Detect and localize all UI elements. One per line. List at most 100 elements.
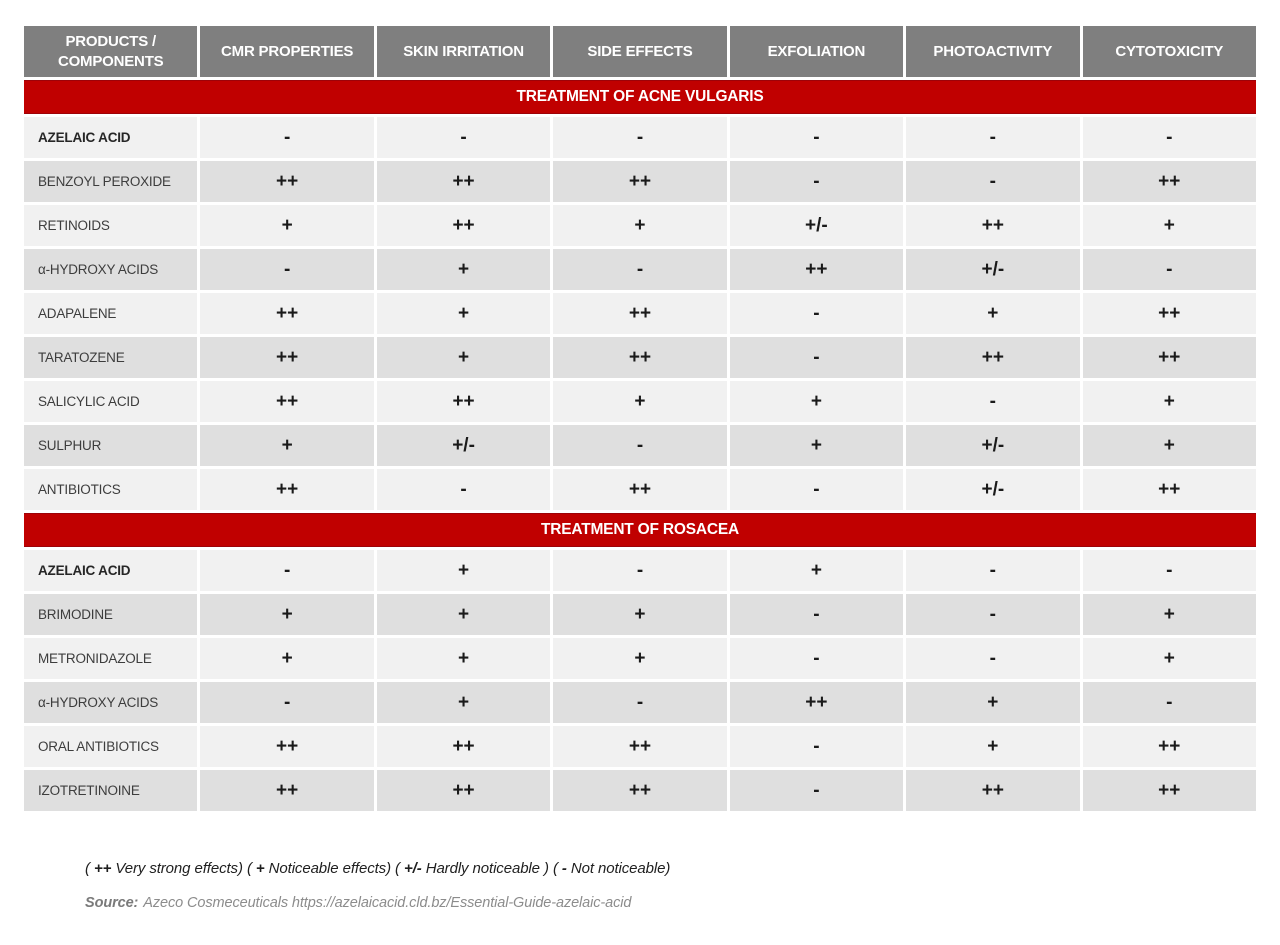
value-cell: ++ xyxy=(1082,770,1256,811)
table-row: α-HYDROXY ACIDS - + - ++ +/- - xyxy=(24,249,1256,290)
value-cell: - xyxy=(200,682,374,723)
value-cell: - xyxy=(906,550,1080,591)
value-cell: + xyxy=(729,550,904,591)
value-cell: ++ xyxy=(553,726,727,767)
value-cell: - xyxy=(729,594,904,635)
value-cell: - xyxy=(729,726,904,767)
value-cell: + xyxy=(906,293,1080,334)
product-cell: AZELAIC ACID xyxy=(24,117,198,158)
value-cell: ++ xyxy=(376,770,551,811)
product-cell: TARATOZENE xyxy=(24,337,198,378)
value-cell: + xyxy=(376,594,551,635)
value-cell: + xyxy=(376,249,551,290)
value-cell: - xyxy=(906,381,1080,422)
legend-item: ( +/- Hardly noticeable ) xyxy=(395,860,553,877)
product-cell: BENZOYL PEROXIDE xyxy=(24,161,198,202)
value-cell: ++ xyxy=(906,205,1080,246)
value-cell: ++ xyxy=(200,161,374,202)
value-cell: + xyxy=(1082,381,1256,422)
column-header: EXFOLIATION xyxy=(729,26,904,77)
value-cell: ++ xyxy=(906,770,1080,811)
value-cell: - xyxy=(906,161,1080,202)
value-cell: ++ xyxy=(553,337,727,378)
value-cell: + xyxy=(553,381,727,422)
column-header: PHOTOACTIVITY xyxy=(906,26,1080,77)
product-cell: IZOTRETINOINE xyxy=(24,770,198,811)
value-cell: + xyxy=(200,594,374,635)
product-cell: ORAL ANTIBIOTICS xyxy=(24,726,198,767)
value-cell: + xyxy=(376,682,551,723)
value-cell: - xyxy=(729,293,904,334)
value-cell: +/- xyxy=(376,425,551,466)
header-row: PRODUCTS / COMPONENTS CMR PROPERTIES SKIN … xyxy=(24,26,1256,77)
value-cell: +/- xyxy=(906,425,1080,466)
value-cell: ++ xyxy=(1082,337,1256,378)
value-cell: ++ xyxy=(200,381,374,422)
table-row: SULPHUR + +/- - + +/- + xyxy=(24,425,1256,466)
value-cell: + xyxy=(376,638,551,679)
table-row: ORAL ANTIBIOTICS ++ ++ ++ - + ++ xyxy=(24,726,1256,767)
product-cell: RETINOIDS xyxy=(24,205,198,246)
table-row: AZELAIC ACID - - - - - - xyxy=(24,117,1256,158)
value-cell: ++ xyxy=(729,249,904,290)
value-cell: + xyxy=(729,425,904,466)
value-cell: ++ xyxy=(729,682,904,723)
section-title-band: TREATMENT OF ROSACEA xyxy=(24,513,1256,547)
value-cell: - xyxy=(729,337,904,378)
value-cell: + xyxy=(553,594,727,635)
value-cell: ++ xyxy=(553,469,727,510)
product-cell: METRONIDAZOLE xyxy=(24,638,198,679)
column-header: CYTOTOXICITY xyxy=(1082,26,1256,77)
column-header: CMR PROPERTIES xyxy=(200,26,374,77)
product-cell: α-HYDROXY ACIDS xyxy=(24,249,198,290)
value-cell: - xyxy=(200,249,374,290)
column-header: SIDE EFFECTS xyxy=(553,26,727,77)
value-cell: + xyxy=(200,425,374,466)
value-cell: - xyxy=(1082,682,1256,723)
value-cell: + xyxy=(553,205,727,246)
legend-symbol: ++ xyxy=(93,860,112,877)
value-cell: ++ xyxy=(376,205,551,246)
source-line: Source: Azeco Cosmeceuticals https://azel… xyxy=(85,895,1259,911)
value-cell: + xyxy=(376,337,551,378)
table-row: TARATOZENE ++ + ++ - ++ ++ xyxy=(24,337,1256,378)
value-cell: + xyxy=(200,205,374,246)
value-cell: + xyxy=(1082,638,1256,679)
value-cell: + xyxy=(553,638,727,679)
value-cell: - xyxy=(376,117,551,158)
value-cell: - xyxy=(729,469,904,510)
value-cell: ++ xyxy=(200,726,374,767)
value-cell: - xyxy=(729,770,904,811)
section-title-band: TREATMENT OF ACNE VULGARIS xyxy=(24,80,1256,114)
value-cell: - xyxy=(553,425,727,466)
value-cell: - xyxy=(729,117,904,158)
value-cell: - xyxy=(1082,550,1256,591)
product-cell: ANTIBIOTICS xyxy=(24,469,198,510)
source-label: Source: xyxy=(85,895,139,911)
value-cell: + xyxy=(376,550,551,591)
table-body: TREATMENT OF ACNE VULGARIS AZELAIC ACID - -… xyxy=(24,80,1256,811)
table-row: ANTIBIOTICS ++ - ++ - +/- ++ xyxy=(24,469,1256,510)
value-cell: ++ xyxy=(906,337,1080,378)
value-cell: - xyxy=(553,117,727,158)
section-band-row: TREATMENT OF ROSACEA xyxy=(24,513,1256,547)
value-cell: +/- xyxy=(729,205,904,246)
value-cell: - xyxy=(906,117,1080,158)
product-cell: SULPHUR xyxy=(24,425,198,466)
value-cell: - xyxy=(553,550,727,591)
value-cell: + xyxy=(906,682,1080,723)
legend-symbol: - xyxy=(561,860,567,877)
comparison-table: PRODUCTS / COMPONENTS CMR PROPERTIES SKIN … xyxy=(21,23,1259,814)
column-header: SKIN IRRITATION xyxy=(376,26,551,77)
product-cell: AZELAIC ACID xyxy=(24,550,198,591)
value-cell: + xyxy=(906,726,1080,767)
value-cell: - xyxy=(553,682,727,723)
table-row: IZOTRETINOINE ++ ++ ++ - ++ ++ xyxy=(24,770,1256,811)
value-cell: ++ xyxy=(553,161,727,202)
value-cell: + xyxy=(376,293,551,334)
value-cell: - xyxy=(729,161,904,202)
value-cell: +/- xyxy=(906,469,1080,510)
legend-item: ( - Not noticeable) xyxy=(552,860,671,877)
value-cell: - xyxy=(729,638,904,679)
value-cell: - xyxy=(376,469,551,510)
